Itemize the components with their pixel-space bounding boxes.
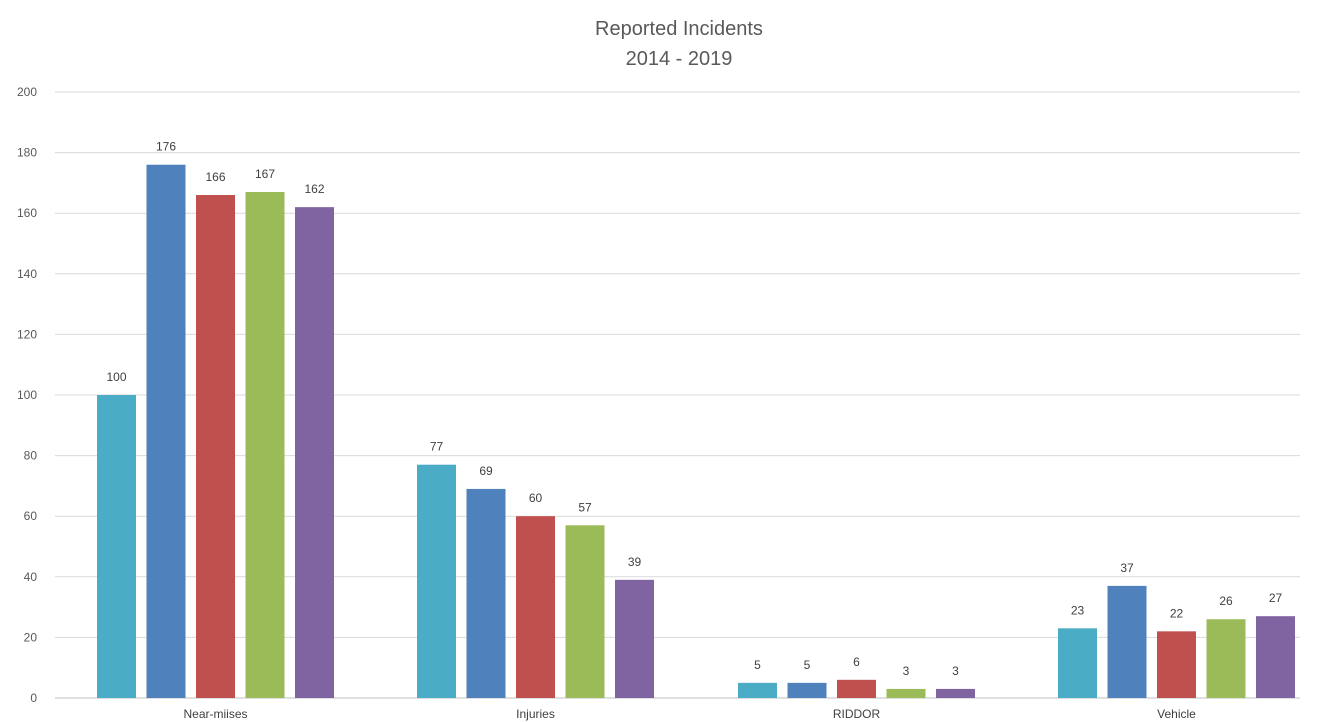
- data-label: 6: [853, 655, 860, 669]
- y-tick-label: 80: [24, 449, 38, 463]
- y-tick-label: 180: [17, 146, 37, 160]
- data-label: 39: [628, 555, 642, 569]
- bar: [466, 488, 506, 698]
- data-labels: 100 176 166 167 162 77 69 60 57 39 5 5 6 3 3 23 37 22 26 27: [106, 140, 1282, 678]
- data-label: 5: [804, 658, 811, 672]
- data-label: 27: [1269, 591, 1283, 605]
- bar: [97, 395, 136, 698]
- x-category-label: Near-miises: [183, 707, 247, 721]
- y-tick-label: 160: [17, 206, 37, 220]
- data-label: 3: [903, 664, 910, 678]
- y-tick-label: 200: [17, 85, 37, 99]
- data-label: 167: [255, 167, 275, 181]
- bar: [146, 164, 186, 699]
- bar: [417, 464, 456, 698]
- data-label: 57: [578, 500, 592, 514]
- chart-title: Reported Incidents: [595, 18, 763, 40]
- bar: [1058, 628, 1097, 698]
- bar: [295, 207, 334, 698]
- x-category-label: RIDDOR: [833, 707, 881, 721]
- data-label: 3: [952, 664, 959, 678]
- bar: [1107, 585, 1147, 698]
- data-label: 5: [754, 658, 761, 672]
- data-label: 60: [529, 491, 543, 505]
- bars: [97, 164, 1295, 699]
- bar: [886, 688, 926, 698]
- data-label: 23: [1071, 603, 1085, 617]
- x-category-label: Vehicle: [1157, 707, 1196, 721]
- bar: [1157, 631, 1196, 698]
- y-tick-label: 20: [24, 630, 38, 644]
- bar: [738, 682, 777, 698]
- bar: [615, 579, 654, 698]
- data-label: 77: [430, 440, 444, 454]
- y-axis-ticks: 0 20 40 60 80 100 120 140 160 180 200: [17, 85, 37, 705]
- bar: [1256, 616, 1295, 698]
- bar: [196, 195, 235, 698]
- y-tick-label: 120: [17, 327, 37, 341]
- bar: [1206, 619, 1246, 698]
- y-tick-label: 40: [24, 570, 38, 584]
- x-axis-categories: Near-miises Injuries RIDDOR Vehicle: [183, 707, 1196, 721]
- x-category-label: Injuries: [516, 707, 555, 721]
- chart-subtitle: 2014 - 2019: [626, 48, 733, 70]
- bar: [245, 191, 285, 699]
- y-tick-label: 100: [17, 388, 37, 402]
- y-tick-label: 0: [30, 691, 37, 705]
- y-tick-label: 140: [17, 267, 37, 281]
- bar: [516, 516, 555, 698]
- data-label: 176: [156, 140, 176, 154]
- data-label: 100: [106, 370, 126, 384]
- data-label: 162: [304, 182, 324, 196]
- data-label: 37: [1120, 561, 1134, 575]
- bar: [837, 679, 876, 698]
- bar: [565, 525, 605, 698]
- data-label: 22: [1170, 606, 1184, 620]
- data-label: 26: [1219, 594, 1233, 608]
- bar: [787, 682, 827, 698]
- data-label: 166: [205, 170, 225, 184]
- bar: [936, 688, 975, 698]
- data-label: 69: [479, 464, 493, 478]
- y-tick-label: 60: [24, 509, 38, 523]
